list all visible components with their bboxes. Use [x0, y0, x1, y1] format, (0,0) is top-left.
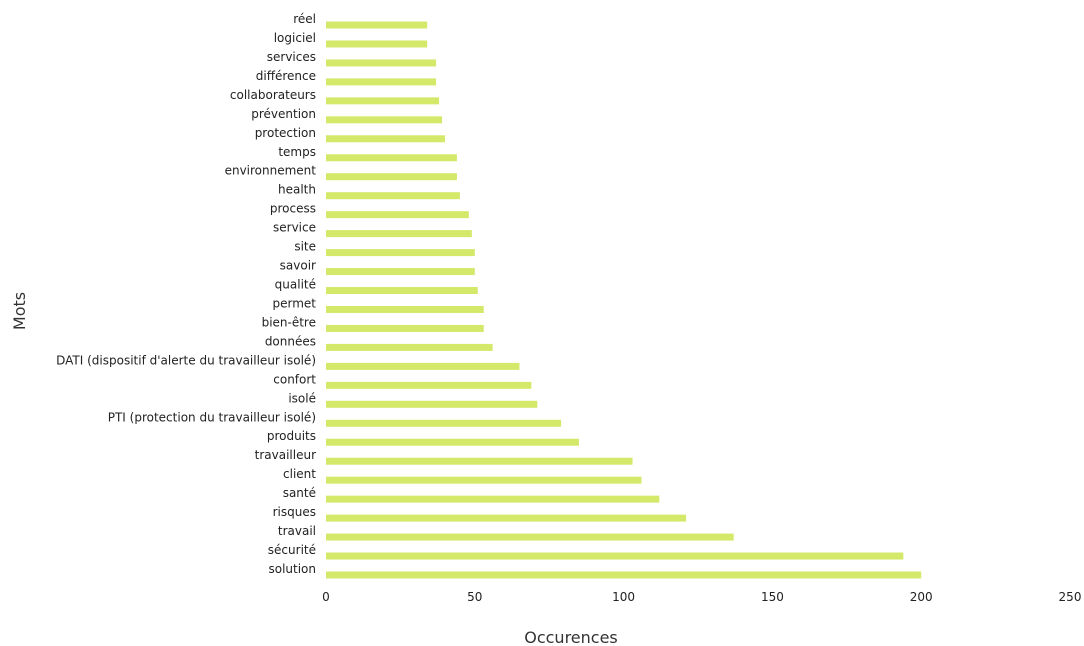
- category-label: health: [278, 183, 316, 197]
- bar: [326, 571, 922, 579]
- bar: [326, 362, 520, 370]
- bar: [326, 192, 460, 200]
- x-tick-labels: 0 50 100 150 200 250: [322, 590, 1081, 604]
- category-label: service: [273, 221, 316, 235]
- category-label: PTI (protection du travailleur isolé): [108, 410, 316, 424]
- x-tick-label: 50: [467, 590, 482, 604]
- x-tick-label: 250: [1059, 590, 1082, 604]
- bar: [326, 552, 904, 560]
- bar: [326, 438, 579, 446]
- bar: [326, 287, 478, 295]
- category-label: bien-être: [262, 315, 316, 329]
- x-axis-title: Occurences: [524, 628, 618, 646]
- bar: [326, 59, 437, 67]
- bar: [326, 514, 687, 522]
- category-label: client: [283, 467, 316, 481]
- bar: [326, 173, 457, 181]
- bar: [326, 476, 642, 484]
- category-label: travail: [278, 524, 316, 538]
- category-label: prévention: [251, 107, 316, 121]
- bar: [326, 116, 443, 124]
- category-label: temps: [278, 145, 316, 159]
- x-tick-label: 200: [910, 590, 933, 604]
- bar: [326, 21, 428, 29]
- y-axis-title: Mots: [10, 292, 29, 330]
- category-label: permet: [273, 296, 317, 310]
- bar: [326, 533, 734, 541]
- bars-group: [326, 21, 922, 579]
- category-label: santé: [283, 486, 316, 500]
- bar: [326, 324, 484, 332]
- category-label: savoir: [280, 259, 316, 273]
- bar: [326, 305, 484, 313]
- bar: [326, 78, 437, 86]
- bar: [326, 419, 562, 427]
- category-label: services: [267, 50, 316, 64]
- category-label: protection: [255, 126, 316, 140]
- category-label: différence: [256, 69, 316, 83]
- bar: [326, 400, 538, 408]
- bar: [326, 211, 469, 219]
- category-label: process: [270, 202, 316, 216]
- bar: [326, 343, 493, 351]
- category-label: logiciel: [274, 31, 316, 45]
- category-label: confort: [273, 372, 316, 386]
- bar: [326, 268, 475, 276]
- category-label: solution: [268, 562, 316, 576]
- category-labels: solution sécurité travail risques santé clien…: [56, 12, 316, 576]
- category-label: isolé: [288, 391, 316, 405]
- category-label: qualité: [275, 278, 316, 292]
- category-label: produits: [267, 429, 316, 443]
- bar: [326, 230, 472, 238]
- category-label: réel: [293, 12, 316, 26]
- category-label: collaborateurs: [230, 88, 316, 102]
- bar: [326, 154, 457, 162]
- category-label: données: [265, 334, 316, 348]
- category-label: DATI (dispositif d'alerte du travailleur…: [56, 353, 316, 367]
- category-label: site: [294, 240, 316, 254]
- x-tick-label: 0: [322, 590, 330, 604]
- x-tick-label: 150: [761, 590, 784, 604]
- bar: [326, 97, 440, 105]
- bar: [326, 457, 633, 465]
- bar: [326, 249, 475, 257]
- category-label: environnement: [225, 164, 317, 178]
- bar: [326, 495, 660, 503]
- x-tick-label: 100: [612, 590, 635, 604]
- bar: [326, 135, 446, 143]
- category-label: risques: [273, 505, 316, 519]
- category-label: sécurité: [268, 543, 316, 557]
- bar: [326, 40, 428, 48]
- bar: [326, 381, 532, 389]
- category-label: travailleur: [255, 448, 316, 462]
